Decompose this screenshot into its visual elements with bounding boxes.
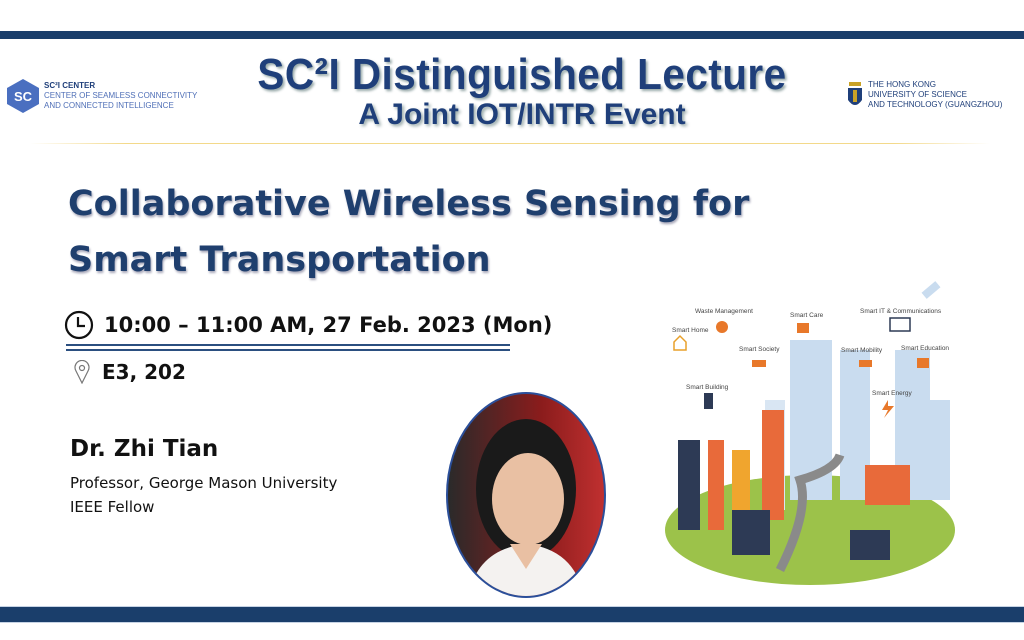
sc2i-logo: SC SC²I CENTER CENTER OF SEAMLESS CONNEC… [6,78,197,114]
hkust-gz-logo: THE HONG KONG UNIVERSITY OF SCIENCE AND … [846,80,1002,110]
speaker-photo [446,392,606,598]
illustration-label: Smart Home [672,327,709,334]
top-banner-bar [0,31,1024,39]
sc2i-emblem-icon: SC [7,79,39,113]
logo-left-line1: SC²I CENTER [44,81,96,90]
illustration-label: Smart Energy [872,390,912,397]
talk-location-row: E3, 202 [74,360,186,384]
divider-line [66,349,510,351]
event-subtitle: A Joint IOT/INTR Event [358,98,686,131]
home-icon [673,334,687,351]
smart-city-illustration: Waste Management Smart Care Smart IT & C… [665,281,955,585]
laptop-icon [889,317,911,332]
event-title: SC²I Distinguished Lecture [257,50,787,99]
recycle-icon [716,321,728,333]
people-icon [752,360,766,367]
lightning-icon [882,400,894,418]
svg-text:SC: SC [14,89,33,104]
speaker-honor: IEEE Fellow [70,498,155,516]
graduation-cap-icon [917,358,929,368]
speaker-position: Professor, George Mason University [70,474,338,492]
talk-title: Collaborative Wireless Sensing for Smart… [68,184,750,280]
illustration-label: Smart Mobility [841,347,883,354]
logo-left-line2: CENTER OF SEAMLESS CONNECTIVITY [44,91,198,100]
satellite-icon [921,281,941,299]
clock-icon [64,310,94,340]
header-divider [30,143,990,144]
bottom-banner-bar [0,607,1024,622]
illustration-label: Smart Society [739,346,780,353]
talk-location: E3, 202 [102,360,186,384]
speaker-name: Dr. Zhi Tian [70,436,219,462]
car-icon [859,360,872,367]
logo-left-line3: AND CONNECTED INTELLIGENCE [44,101,174,110]
illustration-label: Smart IT & Communications [860,308,942,315]
illustration-label: Smart Care [790,312,824,319]
building-icon [704,393,713,409]
map-pin-icon [74,360,90,384]
illustration-label: Waste Management [695,308,753,315]
talk-time-row: 10:00 – 11:00 AM, 27 Feb. 2023 (Mon) [64,310,552,340]
talk-time: 10:00 – 11:00 AM, 27 Feb. 2023 (Mon) [104,313,553,337]
logo-right-line1: THE HONG KONG [868,80,937,89]
logo-right-line2: UNIVERSITY OF SCIENCE [868,90,967,99]
logo-right-line3: AND TECHNOLOGY (GUANGZHOU) [868,100,1003,109]
medical-kit-icon [797,323,809,333]
divider-line [66,344,510,346]
illustration-label: Smart Building [686,384,729,391]
hkust-emblem-icon [848,82,862,105]
illustration-label: Smart Education [901,345,949,352]
